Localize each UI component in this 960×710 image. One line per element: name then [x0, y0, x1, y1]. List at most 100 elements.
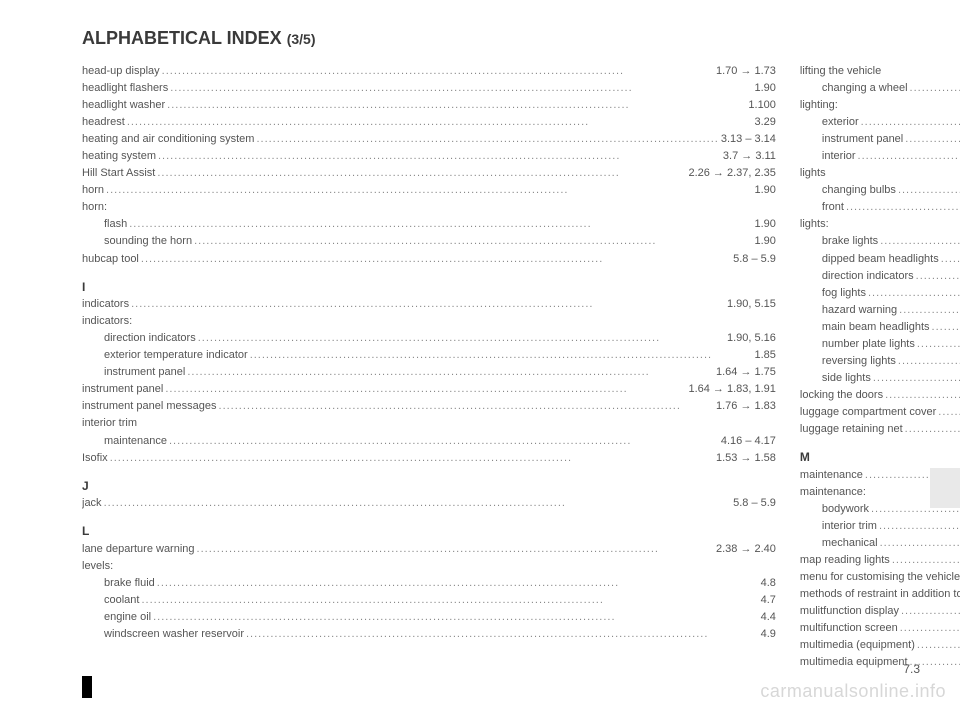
- right-column: lifting the vehiclechanging a wheel 5.10…: [800, 63, 960, 671]
- index-entry: lights: [800, 165, 960, 182]
- entry-dots: [185, 364, 716, 381]
- crop-mark: [82, 676, 92, 698]
- entry-label: dipped beam headlights: [822, 251, 939, 268]
- entry-dots: [903, 421, 960, 438]
- entry-label: fog lights: [822, 285, 866, 302]
- index-entry: brake fluid 4.8: [82, 575, 776, 592]
- entry-dots: [866, 285, 960, 302]
- index-entry: lifting the vehicle: [800, 63, 960, 80]
- entry-dots: [108, 450, 716, 467]
- index-entry: direction indicators 1.90, 5.16: [82, 330, 776, 347]
- entry-label: head-up display: [82, 63, 160, 80]
- index-entry: indicators:: [82, 313, 776, 330]
- entry-dots: [936, 404, 960, 421]
- entry-label: coolant: [104, 592, 139, 609]
- entry-dots: [156, 148, 723, 165]
- entry-label: lighting:: [800, 97, 838, 114]
- page: ALPHABETICAL INDEX (3/5) head-up display…: [0, 0, 960, 671]
- index-entry: locking the doors 1.2 → 1.7, 1.11 → 1.14: [800, 387, 960, 404]
- entry-dots: [859, 114, 960, 131]
- entry-dots: [127, 216, 754, 233]
- index-entry: mulitfunction display 1.70 → 1.73: [800, 603, 960, 620]
- entry-label: multifunction screen: [800, 620, 898, 637]
- index-entry: headrest 3.29: [82, 114, 776, 131]
- entry-dots: [899, 603, 960, 620]
- watermark: carmanualsonline.info: [760, 681, 946, 702]
- entry-pages: 1.64 → 1.83, 1.91: [688, 381, 775, 398]
- entry-dots: [898, 620, 960, 637]
- entry-dots: [129, 296, 727, 313]
- index-entry: instrument panel 1.64 → 1.75: [82, 364, 776, 381]
- entry-label: mechanical: [822, 535, 878, 552]
- entry-dots: [139, 251, 733, 268]
- entry-pages: 5.8 – 5.9: [733, 495, 776, 512]
- entry-label: front: [822, 199, 844, 216]
- entry-dots: [877, 518, 960, 535]
- entry-dots: [195, 541, 716, 558]
- entry-pages: 1.90: [755, 233, 776, 250]
- entry-dots: [167, 433, 721, 450]
- entry-label: mulitfunction display: [800, 603, 899, 620]
- index-entry: changing a wheel 5.10 – 5.11: [800, 80, 960, 97]
- index-entry: instrument panel messages 1.76 → 1.83: [82, 398, 776, 415]
- entry-label: side lights: [822, 370, 871, 387]
- entry-dots: [163, 381, 688, 398]
- entry-label: flash: [104, 216, 127, 233]
- entry-pages: 1.90: [755, 80, 776, 97]
- entry-label: map reading lights: [800, 552, 890, 569]
- index-entry: engine oil 4.4: [82, 609, 776, 626]
- entry-dots: [844, 199, 960, 216]
- entry-pages: 1.76 → 1.83: [716, 398, 776, 415]
- entry-label: direction indicators: [104, 330, 196, 347]
- index-entry: horn 1.90: [82, 182, 776, 199]
- entry-dots: [151, 609, 761, 626]
- entry-label: instrument panel: [104, 364, 185, 381]
- entry-label: exterior temperature indicator: [104, 347, 248, 364]
- entry-pages: 1.90: [755, 216, 776, 233]
- entry-pages: 4.7: [761, 592, 776, 609]
- entry-dots: [915, 336, 960, 353]
- entry-label: lifting the vehicle: [800, 63, 881, 80]
- entry-label: maintenance: [104, 433, 167, 450]
- entry-dots: [890, 552, 960, 569]
- index-entry: multifunction screen 1.70 → 1.73: [800, 620, 960, 637]
- entry-label: Isofix: [82, 450, 108, 467]
- index-entry: exterior 1.3, 1.91 → 1.95: [800, 114, 960, 131]
- title-sub: (3/5): [287, 31, 316, 47]
- title-main: ALPHABETICAL INDEX: [82, 28, 282, 48]
- index-entry: multimedia equipment 3.43 – 3.44: [800, 654, 960, 671]
- index-entry: Isofix 1.53 → 1.58: [82, 450, 776, 467]
- entry-dots: [939, 251, 960, 268]
- entry-pages: 1.70 → 1.73: [716, 63, 776, 80]
- entry-dots: [897, 302, 960, 319]
- entry-label: lights: [800, 165, 826, 182]
- entry-label: interior trim: [822, 518, 877, 535]
- entry-label: direction indicators: [822, 268, 914, 285]
- entry-label: brake fluid: [104, 575, 155, 592]
- index-entry: interior trim 4.16 – 4.17: [800, 518, 960, 535]
- index-entry: dipped beam headlights 1.91, 5.15: [800, 251, 960, 268]
- index-entry: direction indicators 1.90, 5.15 – 5.16: [800, 268, 960, 285]
- index-entry: luggage compartment cover 3.36: [800, 404, 960, 421]
- entry-dots: [217, 398, 716, 415]
- entry-pages: 4.16 – 4.17: [721, 433, 776, 450]
- entry-label: bodywork: [822, 501, 869, 518]
- entry-label: number plate lights: [822, 336, 915, 353]
- entry-label: multimedia equipment: [800, 654, 908, 671]
- index-entry: heating system 3.7 → 3.11: [82, 148, 776, 165]
- index-entry: jack 5.8 – 5.9: [82, 495, 776, 512]
- entry-label: instrument panel: [822, 131, 903, 148]
- index-columns: head-up display 1.70 → 1.73headlight fla…: [82, 63, 920, 671]
- entry-label: engine oil: [104, 609, 151, 626]
- index-entry: interior trim: [82, 415, 776, 432]
- index-entry: sounding the horn 1.90: [82, 233, 776, 250]
- index-entry: flash 1.90: [82, 216, 776, 233]
- index-entry: multimedia (equipment) 3.43 – 3.44: [800, 637, 960, 654]
- index-entry: luggage retaining net 3.40 – 3.41: [800, 421, 960, 438]
- index-letter: L: [82, 522, 776, 541]
- entry-label: methods of restraint in addition to the …: [800, 586, 960, 603]
- index-entry: heating and air conditioning system 3.13…: [82, 131, 776, 148]
- entry-label: interior: [822, 148, 856, 165]
- index-letter: I: [82, 278, 776, 297]
- index-entry: horn:: [82, 199, 776, 216]
